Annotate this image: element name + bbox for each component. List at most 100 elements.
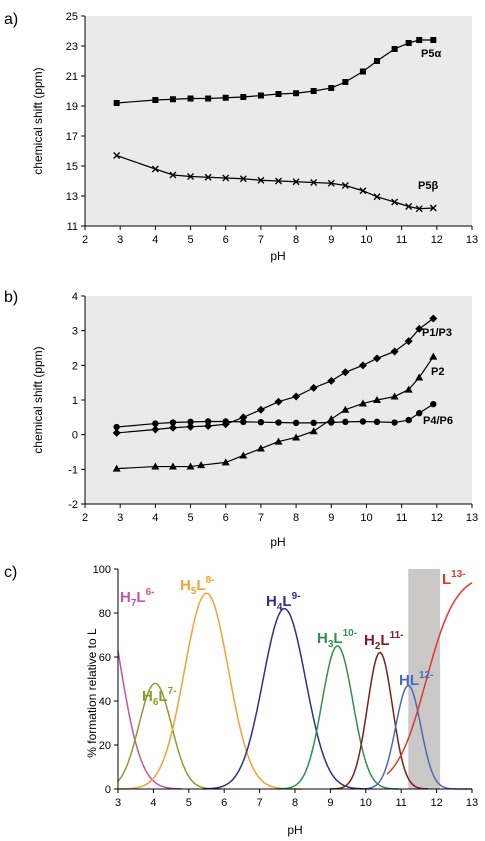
- panel-b-data-point: [239, 451, 248, 459]
- panel-a-x-tick-label: 5: [187, 234, 193, 246]
- panel-c-label: c): [4, 564, 17, 581]
- panel-a-x-tick-label: 12: [431, 234, 443, 246]
- panel-a-data-point: [169, 96, 176, 103]
- panel-c-x-tick-label: 12: [430, 797, 442, 809]
- panel-c-species-label: H5L8-: [180, 575, 214, 597]
- panel-a-y-tick-label: 21: [66, 71, 78, 83]
- panel-c-y-tick-label: 20: [99, 740, 111, 752]
- panel-b-data-point: [113, 423, 120, 431]
- panel-c-ylabel: % formation relative to L: [85, 628, 99, 758]
- panel-a-data-point: [359, 68, 366, 75]
- panel-a-y-tick-label: 19: [66, 101, 78, 113]
- panel-a-data-point: [341, 182, 349, 189]
- panel-a-data-point: [187, 173, 195, 180]
- panel-a-series-label: P5β: [418, 180, 438, 192]
- panel-b-data-point: [239, 413, 248, 422]
- panel-c-x-tick-label: 10: [360, 797, 372, 809]
- panel-b-data-point: [204, 418, 212, 425]
- panel-b-y-tick-label: 4: [72, 291, 78, 303]
- panel-c-curve-0: [117, 650, 182, 790]
- panel-a-data-point: [239, 175, 247, 183]
- panel-a-data-point: [151, 165, 159, 173]
- panel-b-series-label: P4/P6: [423, 415, 453, 427]
- panel-c-curve-2: [117, 592, 303, 790]
- panel-a-plot-area: [85, 16, 472, 226]
- panel-c-y-tick-label: 0: [105, 784, 111, 796]
- panel-c-y-tick-label: 80: [99, 608, 111, 620]
- panel-c-y-tick-label: 40: [99, 696, 111, 708]
- panel-c-species-label: H6L7-: [142, 686, 176, 708]
- panel-b-x-tick-label: 7: [258, 512, 264, 524]
- panel-b-data-point: [152, 420, 159, 427]
- panel-a-y-tick-label: 23: [66, 41, 78, 53]
- panel-a-x-tick-label: 8: [293, 234, 299, 246]
- panel-c-x-tick-label: 4: [150, 797, 156, 809]
- panel-b-x-tick-label: 4: [152, 512, 158, 524]
- panel-b-series-label: P1/P3: [422, 327, 452, 339]
- panel-b-data-point: [341, 405, 350, 413]
- panel-a-y-tick-label: 11: [67, 221, 78, 233]
- panel-b-data-point: [373, 418, 381, 426]
- panel-c-x-tick-label: 3: [115, 797, 121, 809]
- panel-c-species-label: HL12-: [399, 670, 433, 689]
- panel-c-y-tick-label: 100: [93, 564, 111, 576]
- panel-c-x-tick-label: 6: [221, 797, 227, 809]
- panel-a-x-tick-label: 9: [328, 234, 334, 246]
- panel-b-x-tick-label: 12: [431, 512, 443, 524]
- panel-a-x-tick-label: 11: [396, 234, 407, 246]
- panel-b-y-tick-label: -2: [68, 499, 78, 511]
- panel-a-data-point: [113, 100, 120, 106]
- panel-b-data-point: [405, 416, 412, 424]
- panel-a-data-point: [415, 205, 423, 213]
- panel-a-x-tick-label: 6: [223, 234, 229, 246]
- panel-b-x-tick-label: 11: [396, 512, 407, 524]
- panel-a-data-point: [257, 176, 265, 184]
- panel-a-series-label: P5α: [421, 48, 441, 60]
- panel-b-data-point: [373, 396, 382, 403]
- panel-a-xlabel: pH: [270, 249, 285, 263]
- panel-b-data-point: [257, 418, 265, 426]
- panel-a-data-point: [405, 40, 412, 46]
- panel-b-data-point: [359, 418, 367, 425]
- panel-c-species-label: H7L6-: [120, 587, 154, 609]
- panel-a-y-tick-label: 15: [66, 161, 78, 173]
- panel-a-data-point: [169, 171, 177, 179]
- panel-b-data-point: [204, 422, 213, 430]
- panel-b-data-point: [430, 400, 437, 408]
- panel-a-label: a): [4, 11, 18, 28]
- panel-a-y-tick-label: 25: [66, 11, 78, 23]
- panel-b-x-tick-label: 13: [466, 512, 478, 524]
- panel-b-data-point: [274, 397, 283, 406]
- panel-b-data-point: [309, 427, 318, 435]
- panel-b-data-point: [169, 419, 177, 426]
- panel-b-data-point: [151, 425, 160, 434]
- panel-a-ylabel: chemical shift (ppm): [31, 67, 45, 174]
- panel-b-data-point: [415, 373, 424, 381]
- panel-a-data-point: [222, 94, 229, 101]
- panel-b-data-point: [256, 405, 265, 414]
- panel-c-x-tick-label: 8: [292, 797, 298, 809]
- panel-b-data-point: [310, 419, 317, 427]
- panel-b-data-point: [415, 324, 424, 333]
- panel-b-data-point: [328, 419, 335, 426]
- panel-c: c) 3 4 5 6 7 8 9 10 11 12 13 0 20 40 60 80 100 H7L6- H6L7…: [4, 564, 478, 837]
- panel-b-data-point: [197, 461, 206, 469]
- panel-a-data-point: [293, 90, 300, 97]
- panel-a-data-point: [416, 37, 423, 43]
- panel-c-species-label: H3L10-: [317, 628, 357, 650]
- panel-a-data-point: [113, 152, 121, 159]
- panel-a-data-point: [429, 204, 437, 212]
- panel-a-data-point: [187, 95, 194, 102]
- panel-b-data-point: [222, 418, 229, 425]
- panel-b-x-tick-label: 6: [223, 512, 229, 524]
- panel-b-data-point: [151, 462, 160, 470]
- panel-b-data-point: [240, 418, 247, 426]
- panel-a-x-tick-label: 13: [466, 234, 478, 246]
- panel-a-y-tick-label: 13: [66, 191, 78, 203]
- panel-a-data-point: [327, 179, 335, 187]
- panel-c-x-tick-label: 13: [466, 797, 478, 809]
- panel-b-data-point: [256, 444, 265, 452]
- panel-b-data-point: [221, 458, 230, 466]
